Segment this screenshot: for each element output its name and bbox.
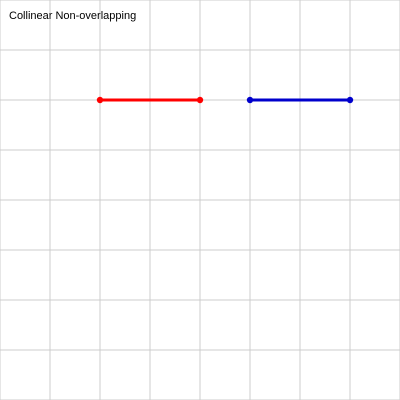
segment-end-point [196, 96, 204, 104]
segment-end-point [346, 96, 354, 104]
segment-start-point [246, 96, 254, 104]
segment-red [96, 96, 204, 104]
diagram-title: Collinear Non-overlapping [9, 10, 137, 22]
segment-blue [246, 96, 354, 104]
segment-start-point [96, 96, 104, 104]
segments [96, 96, 354, 104]
